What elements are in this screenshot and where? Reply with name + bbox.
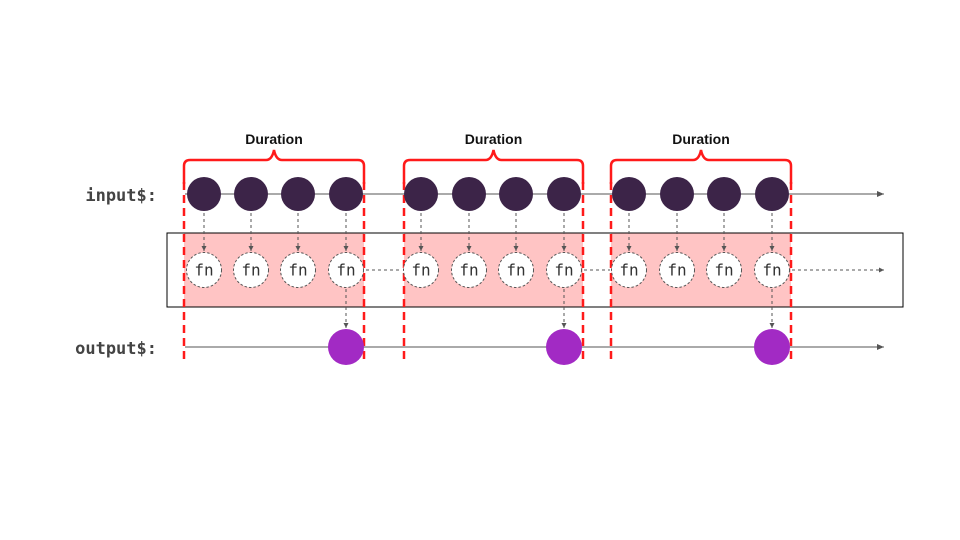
output-marble xyxy=(328,329,364,365)
fn-label: fn xyxy=(506,261,525,280)
duration-label: Duration xyxy=(245,131,303,147)
fn-label: fn xyxy=(667,261,686,280)
input-marble xyxy=(452,177,486,211)
fn-circle xyxy=(451,252,487,288)
duration-brace xyxy=(609,149,793,184)
marbles: fn fn fn fn fn fn fn fn fn fn fn fn xyxy=(186,177,790,365)
output-marble xyxy=(754,329,790,365)
fn-label: fn xyxy=(411,261,430,280)
input-marble xyxy=(612,177,646,211)
fn-circle xyxy=(403,252,439,288)
duration-brace xyxy=(182,149,366,184)
fn-label: fn xyxy=(336,261,355,280)
output-marble xyxy=(546,329,582,365)
fn-circle xyxy=(546,252,582,288)
input-marble xyxy=(187,177,221,211)
fn-circle xyxy=(328,252,364,288)
fn-label: fn xyxy=(288,261,307,280)
fn-label: fn xyxy=(194,261,213,280)
operator-box xyxy=(166,232,904,308)
window-fills xyxy=(184,233,791,307)
input-marble xyxy=(499,177,533,211)
input-marble xyxy=(281,177,315,211)
output-stream-label: output$: xyxy=(75,339,157,359)
fn-circle xyxy=(659,252,695,288)
fn-circle xyxy=(280,252,316,288)
fn-circle xyxy=(754,252,790,288)
fn-label: fn xyxy=(554,261,573,280)
fn-label: fn xyxy=(762,261,781,280)
input-marble xyxy=(660,177,694,211)
input-stream-label: input$: xyxy=(85,186,157,206)
window-borders: Duration Duration Duration xyxy=(182,131,793,362)
duration-label: Duration xyxy=(465,131,523,147)
input-marble xyxy=(755,177,789,211)
input-marble xyxy=(234,177,268,211)
fn-label: fn xyxy=(714,261,733,280)
duration-label: Duration xyxy=(672,131,730,147)
fn-circle xyxy=(233,252,269,288)
fn-circle xyxy=(706,252,742,288)
fn-circle xyxy=(498,252,534,288)
fn-circle xyxy=(611,252,647,288)
duration-brace xyxy=(402,149,585,184)
input-marble xyxy=(329,177,363,211)
input-marble xyxy=(707,177,741,211)
input-marble xyxy=(547,177,581,211)
fn-label: fn xyxy=(459,261,478,280)
input-marble xyxy=(404,177,438,211)
fn-label: fn xyxy=(241,261,260,280)
connectors xyxy=(201,213,775,328)
fn-circle xyxy=(186,252,222,288)
fn-label: fn xyxy=(619,261,638,280)
